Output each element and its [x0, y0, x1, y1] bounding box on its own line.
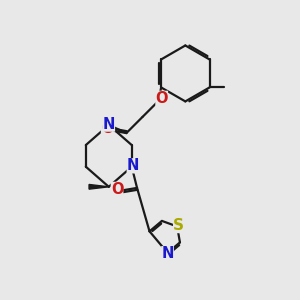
Text: N: N — [127, 158, 139, 173]
Text: N: N — [103, 117, 115, 132]
Text: O: O — [155, 91, 168, 106]
Text: N: N — [161, 246, 174, 261]
Polygon shape — [89, 184, 109, 189]
Text: S: S — [173, 218, 184, 233]
Text: O: O — [111, 182, 123, 197]
Text: O: O — [101, 121, 113, 136]
